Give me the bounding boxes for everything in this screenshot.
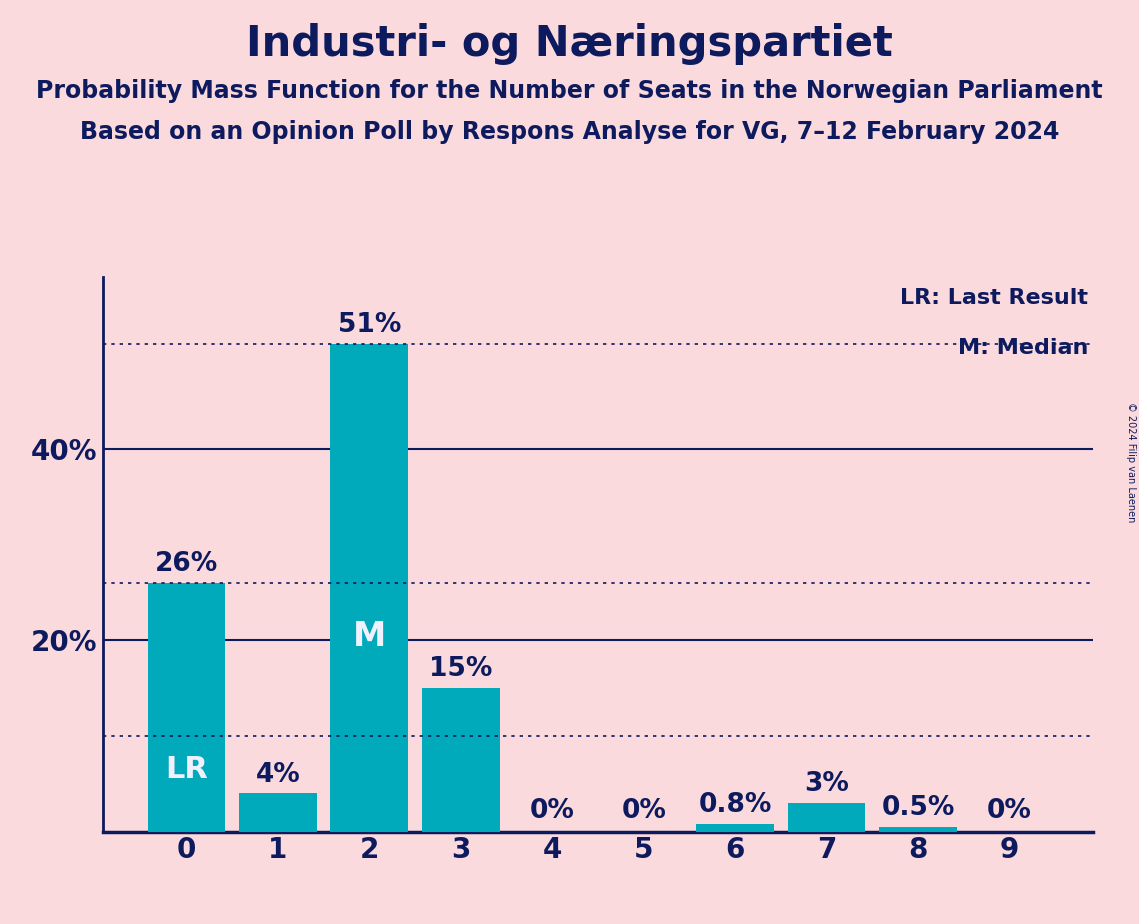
Text: 4%: 4%	[255, 761, 301, 787]
Text: 0.8%: 0.8%	[698, 792, 772, 819]
Text: 0.5%: 0.5%	[882, 795, 954, 821]
Bar	[696, 824, 775, 832]
Bar	[330, 344, 408, 832]
Bar	[879, 827, 957, 832]
Text: M: M	[353, 620, 386, 653]
Text: Based on an Opinion Poll by Respons Analyse for VG, 7–12 February 2024: Based on an Opinion Poll by Respons Anal…	[80, 120, 1059, 144]
Bar	[788, 803, 866, 832]
Text: © 2024 Filip van Laenen: © 2024 Filip van Laenen	[1126, 402, 1136, 522]
Text: 0%: 0%	[988, 798, 1032, 824]
Text: Probability Mass Function for the Number of Seats in the Norwegian Parliament: Probability Mass Function for the Number…	[36, 79, 1103, 103]
Text: 51%: 51%	[337, 312, 401, 338]
Text: 15%: 15%	[429, 656, 492, 683]
Text: Industri- og Næringspartiet: Industri- og Næringspartiet	[246, 23, 893, 65]
Text: 0%: 0%	[621, 798, 666, 824]
Text: 26%: 26%	[155, 552, 218, 578]
Bar	[421, 688, 500, 832]
Text: 0%: 0%	[530, 798, 575, 824]
Text: 3%: 3%	[804, 772, 849, 797]
Bar	[239, 794, 317, 832]
Bar	[148, 583, 226, 832]
Text: LR: Last Result: LR: Last Result	[901, 288, 1089, 309]
Text: LR: LR	[165, 755, 207, 784]
Text: M: Median: M: Median	[958, 338, 1089, 359]
